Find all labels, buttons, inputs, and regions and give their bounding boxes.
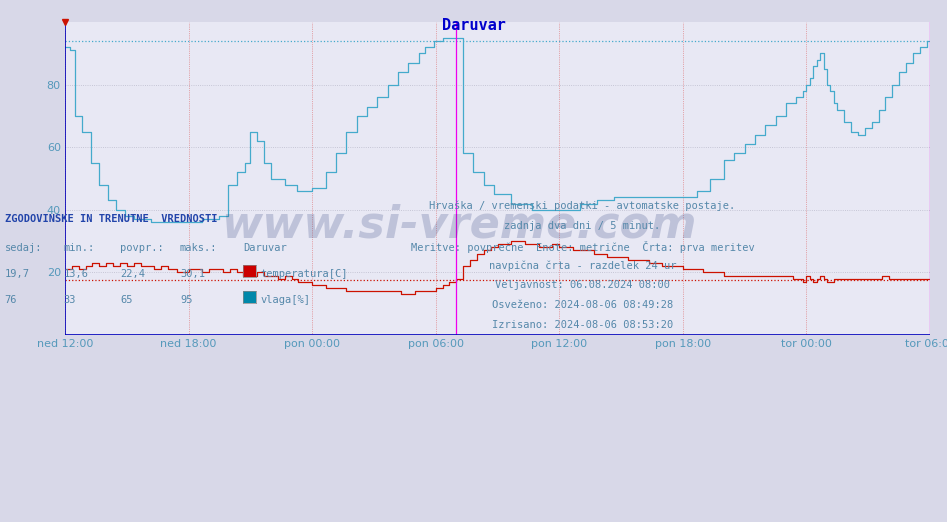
Text: navpična črta - razdelek 24 ur: navpična črta - razdelek 24 ur bbox=[489, 260, 676, 271]
Text: 30,1: 30,1 bbox=[180, 269, 205, 279]
Text: povpr.:: povpr.: bbox=[120, 243, 164, 253]
Text: sedaj:: sedaj: bbox=[5, 243, 43, 253]
Text: 13,6: 13,6 bbox=[63, 269, 88, 279]
Text: zadnja dva dni / 5 minut.: zadnja dva dni / 5 minut. bbox=[505, 221, 660, 231]
Text: maks.:: maks.: bbox=[180, 243, 218, 253]
Text: temperatura[C]: temperatura[C] bbox=[260, 269, 348, 279]
Text: 19,7: 19,7 bbox=[5, 269, 29, 279]
Text: 65: 65 bbox=[120, 295, 133, 305]
Text: Veljavnost: 06.08.2024 08:00: Veljavnost: 06.08.2024 08:00 bbox=[495, 280, 670, 290]
Text: Osveženo: 2024-08-06 08:49:28: Osveženo: 2024-08-06 08:49:28 bbox=[491, 300, 673, 310]
Text: Daruvar: Daruvar bbox=[243, 243, 287, 253]
Text: min.:: min.: bbox=[63, 243, 95, 253]
Text: 76: 76 bbox=[5, 295, 17, 305]
Text: Meritve: povprečne  Enote: metrične  Črta: prva meritev: Meritve: povprečne Enote: metrične Črta:… bbox=[411, 241, 754, 253]
Text: www.si-vreme.com: www.si-vreme.com bbox=[221, 204, 696, 247]
Text: 22,4: 22,4 bbox=[120, 269, 145, 279]
Text: Hrvaška / vremenski podatki - avtomatske postaje.: Hrvaška / vremenski podatki - avtomatske… bbox=[429, 201, 736, 211]
Text: Izrisano: 2024-08-06 08:53:20: Izrisano: 2024-08-06 08:53:20 bbox=[491, 320, 673, 330]
Text: 95: 95 bbox=[180, 295, 192, 305]
Text: vlaga[%]: vlaga[%] bbox=[260, 295, 311, 305]
Text: 33: 33 bbox=[63, 295, 76, 305]
Text: Daruvar: Daruvar bbox=[441, 18, 506, 33]
Text: ZGODOVINSKE IN TRENUTNE  VREDNOSTI: ZGODOVINSKE IN TRENUTNE VREDNOSTI bbox=[5, 214, 217, 224]
